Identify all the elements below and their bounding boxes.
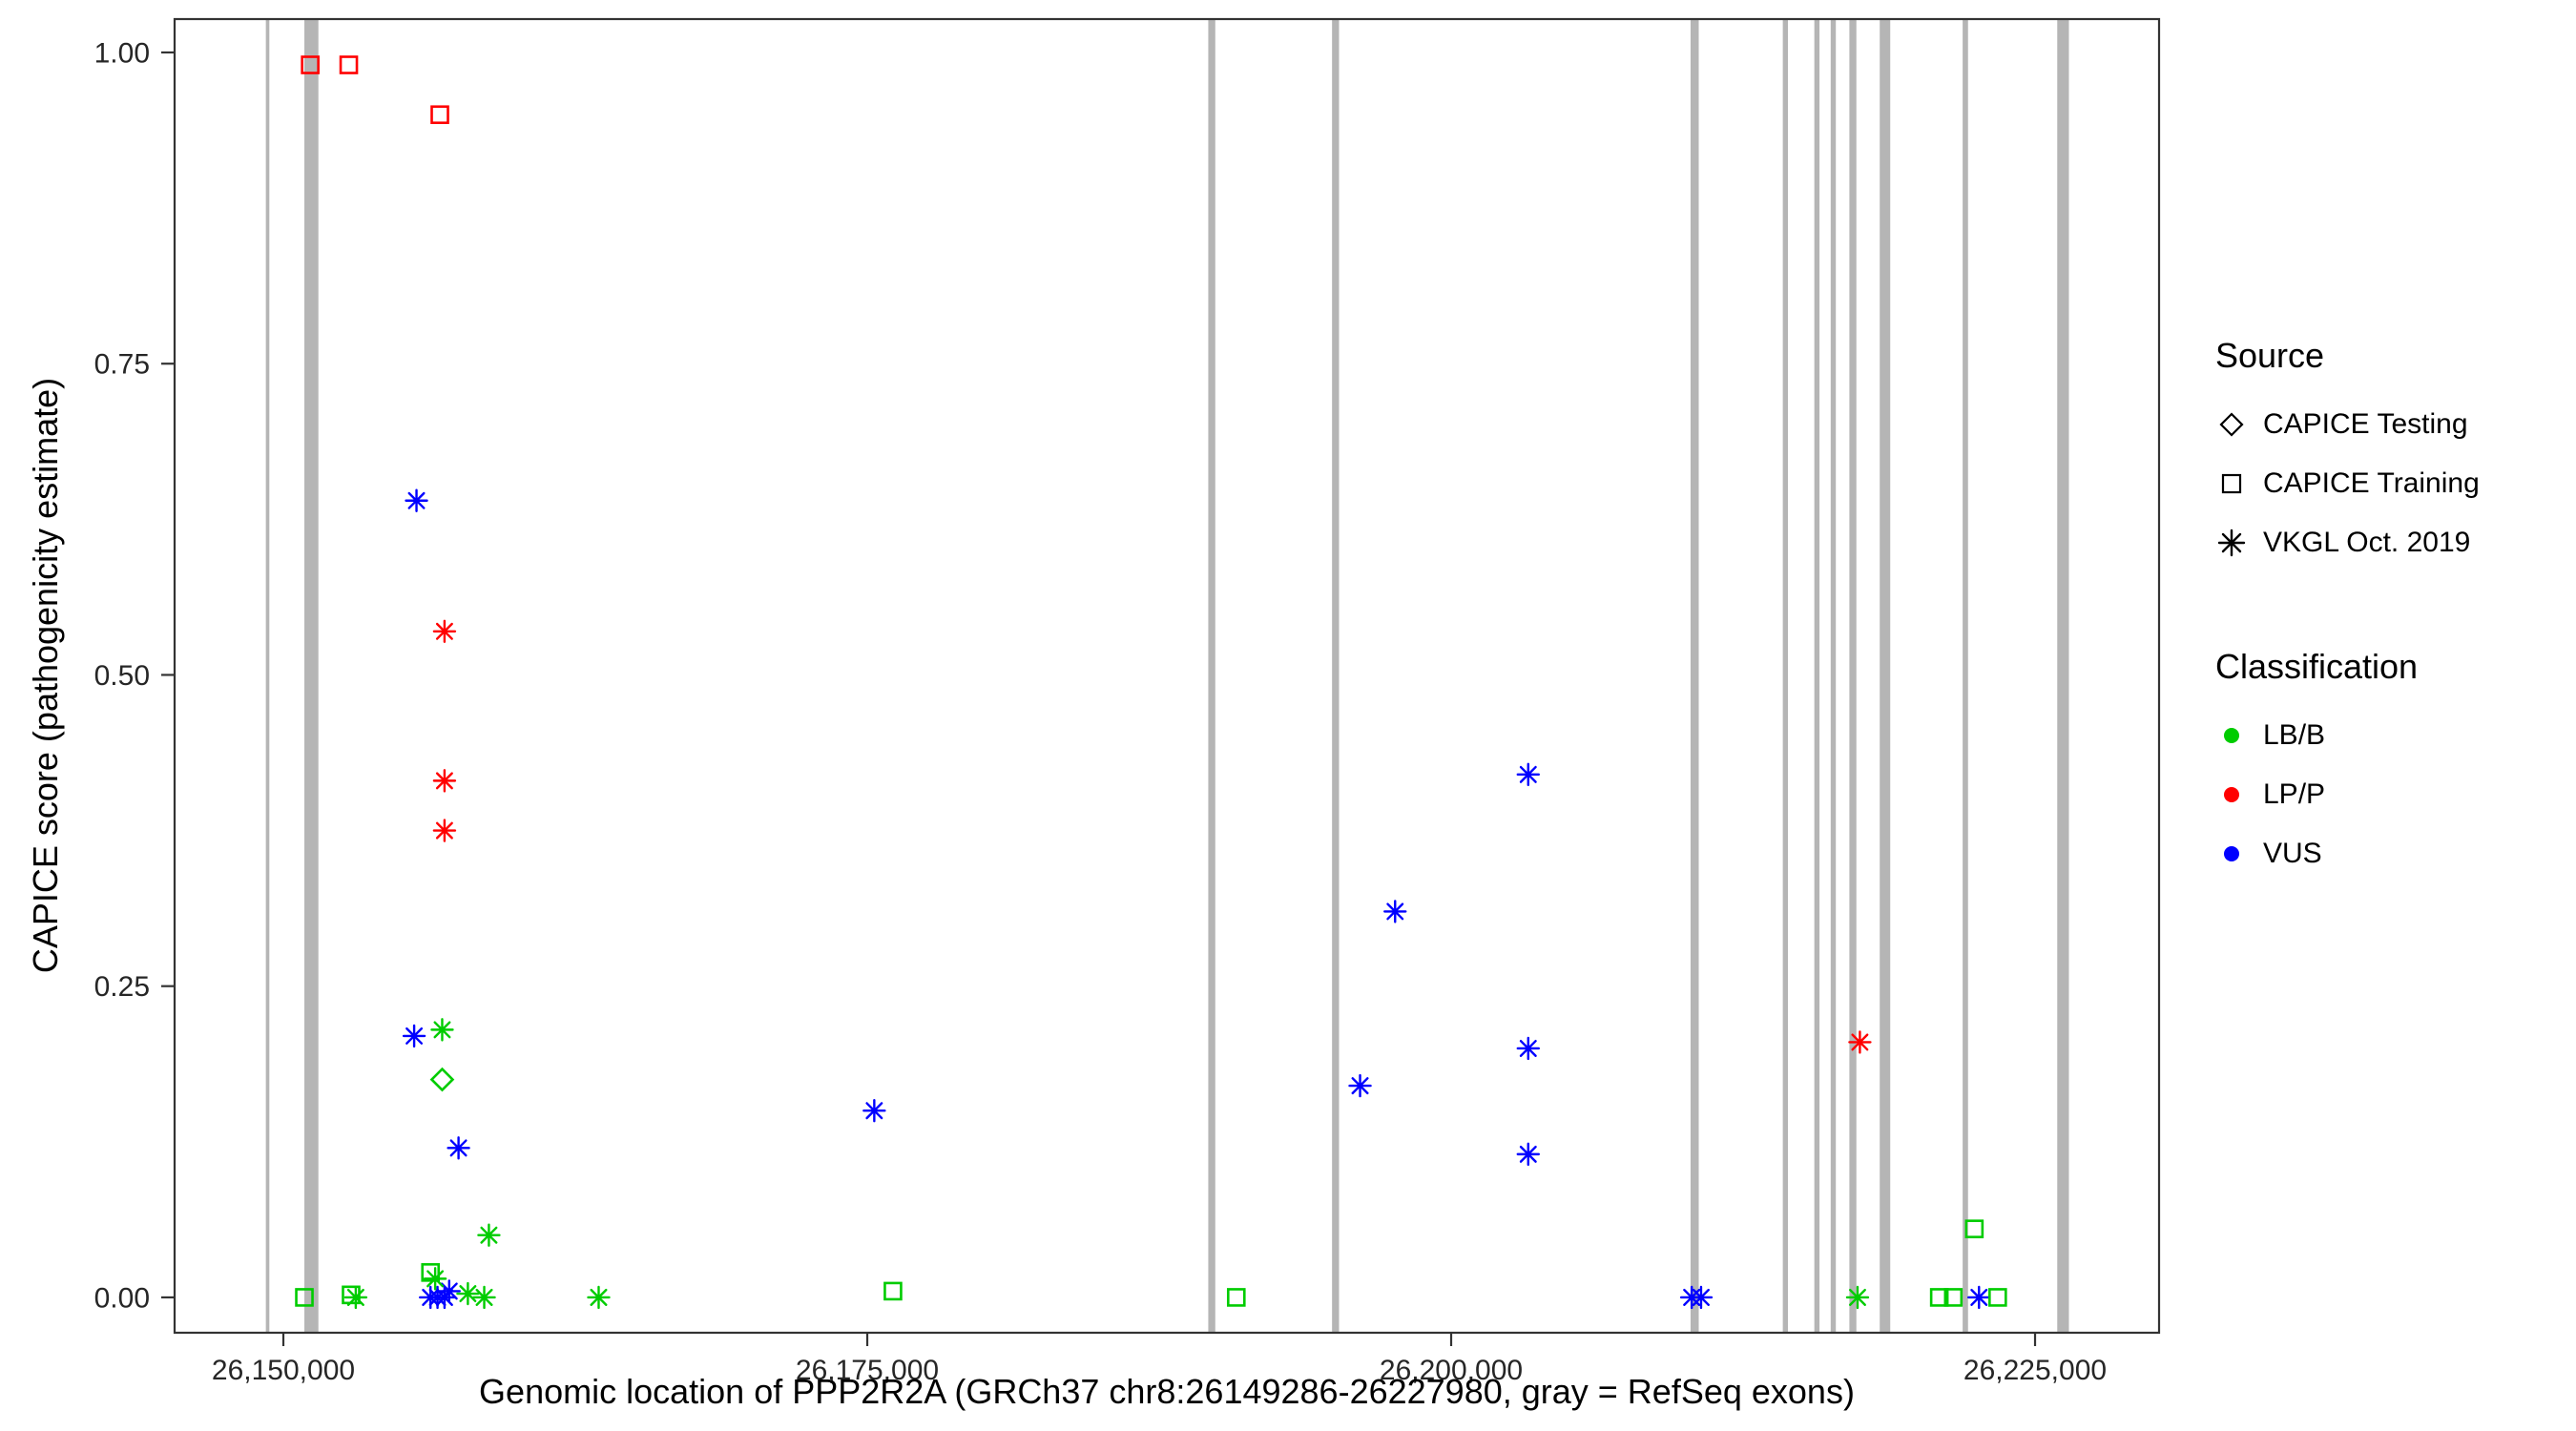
data-point bbox=[437, 1279, 462, 1303]
data-point bbox=[295, 1288, 314, 1307]
legend-item-vkgl: VKGL Oct. 2019 bbox=[2215, 513, 2568, 572]
data-point bbox=[343, 1285, 368, 1310]
data-point bbox=[432, 619, 457, 643]
refseq-exon-bar bbox=[265, 19, 270, 1333]
data-point bbox=[402, 1024, 426, 1048]
x-axis-tick-label: 26,225,000 bbox=[1963, 1355, 2107, 1386]
blue-dot-icon bbox=[2224, 846, 2239, 861]
data-point bbox=[430, 1018, 454, 1042]
data-point bbox=[405, 488, 428, 512]
refseq-exon-bar bbox=[1332, 19, 1340, 1333]
data-point bbox=[301, 55, 320, 74]
diamond-icon bbox=[2219, 412, 2244, 437]
data-point bbox=[1226, 1288, 1246, 1307]
red-dot-icon bbox=[2224, 787, 2239, 802]
data-point bbox=[477, 1223, 501, 1247]
refseq-exon-bar bbox=[1963, 19, 1968, 1333]
data-point bbox=[421, 1263, 441, 1282]
square-icon bbox=[2221, 473, 2242, 494]
legend-source-title: Source bbox=[2215, 336, 2325, 375]
data-point bbox=[1689, 1285, 1714, 1310]
legend-item-label: VUS bbox=[2263, 838, 2322, 869]
data-point bbox=[1943, 1288, 1963, 1307]
y-axis-tick-label: 0.50 bbox=[94, 660, 150, 692]
legend-item-label: CAPICE Training bbox=[2263, 467, 2480, 499]
legend-classification-title: Classification bbox=[2215, 647, 2419, 686]
x-axis-tick-label: 26,200,000 bbox=[1380, 1355, 1523, 1386]
legend-item-label: CAPICE Testing bbox=[2263, 408, 2468, 440]
refseq-exon-bar bbox=[1880, 19, 1891, 1333]
data-point bbox=[423, 1267, 447, 1291]
legend-item-lbb: LB/B bbox=[2215, 706, 2568, 765]
legend-item-lpp: LP/P bbox=[2215, 765, 2568, 824]
panel-border bbox=[173, 17, 2161, 1335]
data-point bbox=[1516, 762, 1540, 787]
data-point bbox=[472, 1285, 496, 1310]
legend-item-label: LP/P bbox=[2263, 778, 2326, 810]
refseq-exon-bar bbox=[1849, 19, 1857, 1333]
x-axis-title: Genomic location of PPP2R2A (GRCh37 chr8… bbox=[479, 1372, 1855, 1411]
legend-item-capice-testing: CAPICE Testing bbox=[2215, 395, 2568, 454]
refseq-exon-bar bbox=[1782, 19, 1789, 1333]
data-point bbox=[432, 769, 457, 793]
data-point bbox=[342, 1285, 361, 1305]
data-point bbox=[429, 1067, 455, 1092]
legend-item-label: LB/B bbox=[2263, 719, 2326, 751]
data-point bbox=[1967, 1285, 1991, 1310]
data-point bbox=[587, 1285, 611, 1310]
asterisk-icon bbox=[2217, 529, 2246, 557]
data-point bbox=[1929, 1288, 1949, 1307]
data-point bbox=[1383, 900, 1407, 923]
data-point bbox=[1848, 1030, 1872, 1054]
green-dot-icon bbox=[2224, 728, 2239, 743]
data-point bbox=[1988, 1288, 2007, 1307]
legend-item-capice-training: CAPICE Training bbox=[2215, 454, 2568, 513]
data-point bbox=[339, 55, 359, 74]
y-axis-tick-label: 0.00 bbox=[94, 1282, 150, 1314]
data-point bbox=[456, 1281, 480, 1306]
refseq-exon-bar bbox=[1814, 19, 1820, 1333]
data-point bbox=[1348, 1073, 1372, 1098]
y-axis-tick-label: 0.75 bbox=[94, 349, 150, 381]
refseq-exon-bar bbox=[1690, 19, 1699, 1333]
data-point bbox=[1845, 1285, 1870, 1310]
refseq-exon-bar bbox=[1208, 19, 1215, 1333]
data-point bbox=[1516, 1036, 1540, 1061]
legend: Source CAPICE Testing CAPICE Training bbox=[2215, 336, 2568, 883]
y-axis-tick-label: 0.25 bbox=[94, 971, 150, 1003]
refseq-exon-bar bbox=[304, 19, 319, 1333]
data-point bbox=[447, 1136, 470, 1160]
x-axis-tick-label: 26,175,000 bbox=[796, 1355, 939, 1386]
legend-item-vus: VUS bbox=[2215, 824, 2568, 883]
x-axis-tick-label: 26,150,000 bbox=[212, 1355, 355, 1386]
data-point bbox=[883, 1281, 903, 1301]
data-point bbox=[1516, 1142, 1540, 1167]
y-axis-tick-label: 1.00 bbox=[94, 37, 150, 69]
data-point bbox=[862, 1098, 886, 1123]
refseq-exon-bar bbox=[2057, 19, 2069, 1333]
refseq-exon-bar bbox=[1830, 19, 1837, 1333]
legend-item-label: VKGL Oct. 2019 bbox=[2263, 527, 2471, 558]
data-point bbox=[1964, 1219, 1984, 1238]
y-axis-title: CAPICE score (pathogenicity estimate) bbox=[26, 377, 65, 974]
data-point bbox=[432, 819, 457, 842]
data-point bbox=[430, 105, 449, 125]
